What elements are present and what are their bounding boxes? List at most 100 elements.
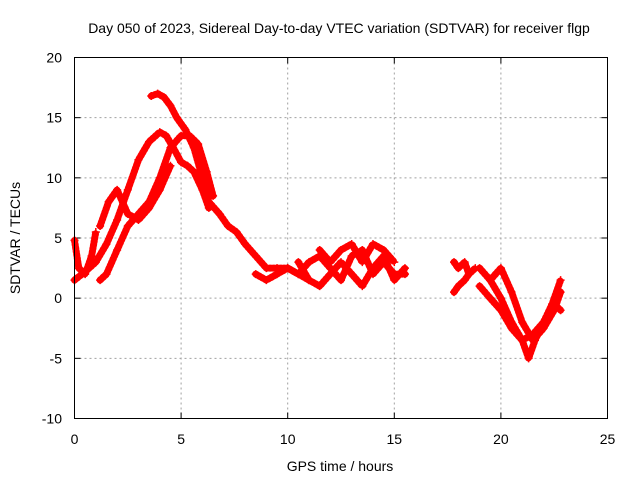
x-axis-label: GPS time / hours: [287, 458, 394, 474]
data-point: [518, 336, 527, 345]
data-point: [337, 246, 345, 255]
data-point: [113, 215, 122, 224]
data-point: [347, 270, 356, 279]
data-point: [496, 264, 505, 273]
x-tick-label: 25: [600, 431, 616, 447]
data-point: [177, 131, 186, 140]
data-point: [507, 324, 516, 333]
data-point: [390, 258, 399, 267]
data-point: [486, 276, 495, 285]
data-point: [251, 270, 260, 279]
y-axis-label: SDTVAR / TECUs: [7, 182, 23, 294]
x-tick-label: 5: [177, 431, 185, 447]
data-point: [539, 324, 548, 333]
data-point: [241, 240, 250, 249]
y-tick-label: -5: [50, 350, 63, 366]
x-tick-label: 20: [493, 431, 509, 447]
data-point: [524, 354, 533, 363]
data-point: [464, 270, 473, 279]
data-point: [449, 258, 458, 267]
data-layer: [70, 89, 565, 363]
data-point: [153, 89, 162, 98]
data-point: [96, 221, 105, 230]
data-point: [147, 92, 156, 101]
data-point: [96, 276, 105, 285]
data-point: [379, 246, 388, 255]
series-core: [488, 266, 563, 343]
data-point: [294, 258, 303, 267]
data-point: [550, 306, 559, 315]
data-point: [294, 270, 303, 279]
data-point: [262, 276, 271, 285]
series-core: [149, 91, 311, 282]
data-point: [368, 240, 377, 249]
axis-ticks: 0 5 10 15 20 25 -10 -5 0 5 10 15 20: [42, 50, 616, 448]
data-point: [273, 270, 282, 279]
data-point: [315, 246, 324, 255]
data-point: [475, 264, 484, 273]
data-point: [181, 125, 190, 134]
data-point: [400, 264, 409, 273]
data-point: [518, 318, 527, 327]
data-point: [204, 197, 213, 206]
data-point: [347, 252, 356, 261]
data-point: [251, 252, 260, 261]
data-point: [102, 240, 111, 249]
plot-frame: [74, 57, 608, 419]
data-point: [162, 131, 171, 140]
data-point: [528, 336, 537, 345]
y-tick-label: 0: [54, 290, 62, 306]
data-point: [262, 264, 271, 273]
series-core: [98, 164, 173, 228]
data-point: [81, 270, 90, 279]
data-point: [305, 276, 314, 285]
data-point: [134, 155, 143, 164]
data-point: [113, 246, 122, 255]
data-point: [123, 185, 132, 194]
y-tick-label: 5: [54, 230, 62, 246]
series-line: [147, 90, 313, 284]
data-point: [454, 264, 463, 273]
data-point: [104, 197, 113, 206]
data-point: [315, 282, 324, 291]
data-point: [460, 258, 469, 267]
data-point: [189, 167, 198, 176]
data-point: [475, 282, 484, 291]
data-point: [123, 221, 132, 230]
grid: [74, 57, 608, 419]
data-point: [91, 227, 100, 236]
data-point: [326, 270, 335, 279]
data-point: [87, 252, 96, 261]
data-point: [189, 143, 198, 152]
data-point: [337, 276, 345, 285]
chart-title: Day 050 of 2023, Sidereal Day-to-day VTE…: [88, 20, 590, 36]
data-point: [326, 258, 335, 267]
data-point: [390, 276, 399, 285]
data-point: [232, 227, 241, 236]
data-point: [198, 173, 207, 182]
data-point: [183, 161, 192, 170]
series-core: [452, 272, 471, 294]
data-point: [145, 137, 154, 146]
data-point: [337, 258, 345, 267]
data-point: [177, 158, 186, 167]
data-point: [368, 264, 377, 273]
y-tick-label: 15: [46, 110, 62, 126]
x-tick-label: 0: [71, 431, 79, 447]
data-point: [507, 288, 516, 297]
data-point: [160, 93, 169, 102]
x-tick-label: 10: [280, 431, 296, 447]
data-point: [486, 294, 495, 303]
data-point: [215, 209, 224, 218]
data-point: [102, 270, 111, 279]
series-core: [317, 242, 397, 264]
y-tick-label: 10: [46, 170, 62, 186]
data-point: [347, 240, 356, 249]
data-point: [556, 276, 565, 285]
data-point: [460, 276, 469, 285]
data-point: [358, 246, 367, 255]
data-point: [305, 258, 314, 267]
data-point: [166, 161, 175, 170]
data-point: [172, 113, 181, 122]
